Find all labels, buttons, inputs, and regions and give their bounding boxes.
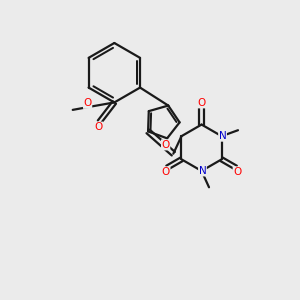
Text: O: O xyxy=(233,167,242,177)
Text: N: N xyxy=(199,166,206,176)
Text: O: O xyxy=(162,167,170,177)
Text: N: N xyxy=(219,131,226,141)
Text: O: O xyxy=(161,140,170,150)
Text: O: O xyxy=(83,98,92,108)
Text: O: O xyxy=(95,122,103,132)
Text: O: O xyxy=(197,98,206,108)
